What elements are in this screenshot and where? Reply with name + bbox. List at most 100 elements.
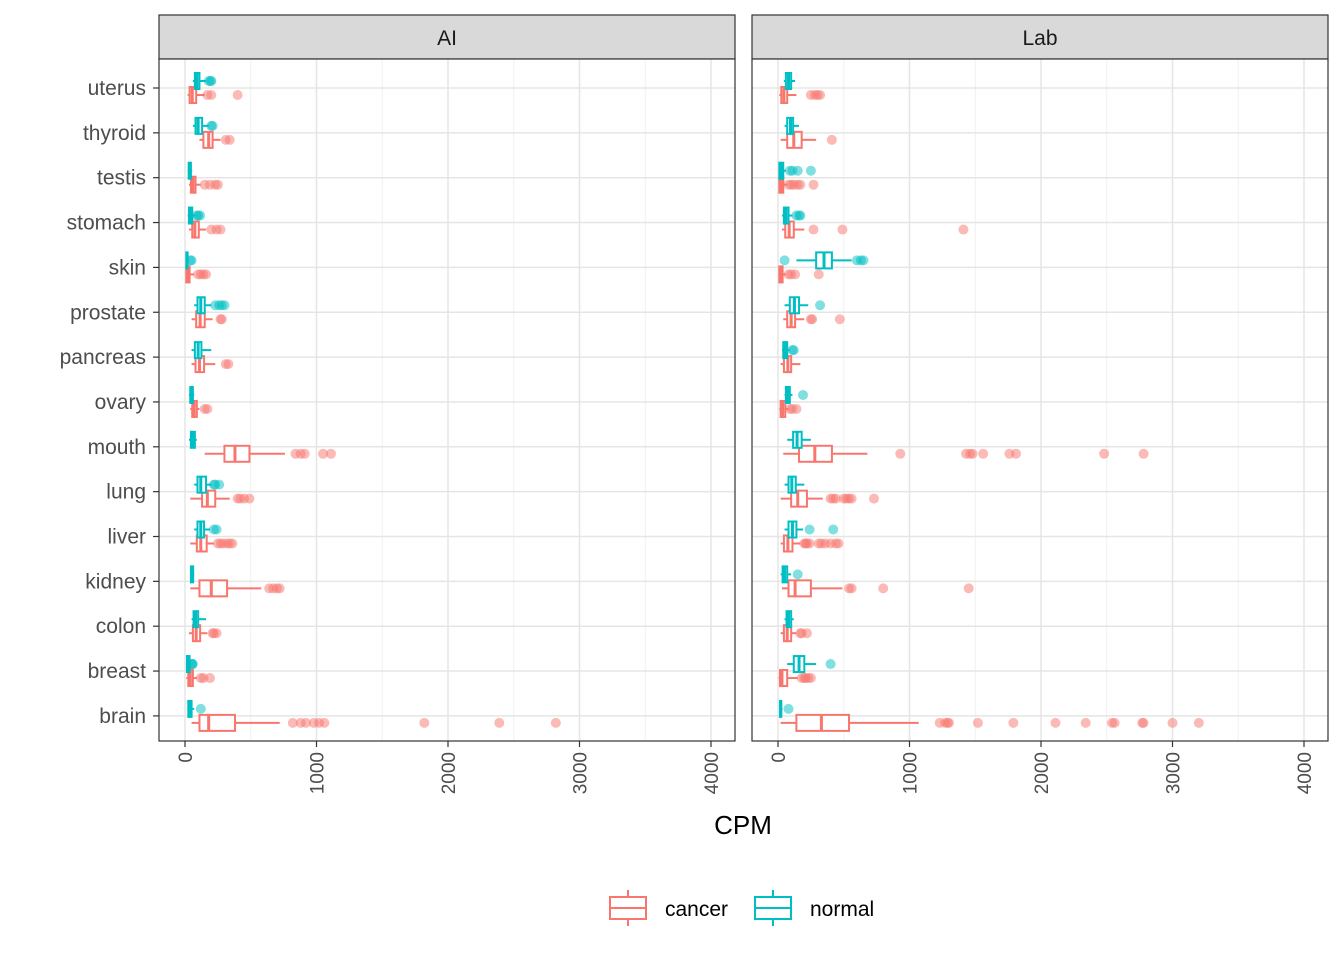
legend-label: cancer xyxy=(665,898,728,921)
box-uterus-normal xyxy=(783,72,796,90)
facet-strip xyxy=(751,14,1329,60)
x-tick-label: 2000 xyxy=(1032,752,1053,794)
y-tick-label: ovary xyxy=(95,391,147,414)
outlier-point xyxy=(868,493,879,504)
outlier-point xyxy=(202,403,213,414)
outlier-point xyxy=(195,703,206,714)
outlier-point xyxy=(825,659,836,670)
box-brain-cancer xyxy=(191,713,561,732)
outlier-point xyxy=(206,76,217,86)
box-brain-cancer xyxy=(780,713,1204,732)
box-colon-normal xyxy=(191,610,207,629)
outlier-point xyxy=(837,224,848,235)
box-thyroid-cancer xyxy=(199,130,235,149)
facet-strip xyxy=(158,14,736,60)
box-thyroid-normal xyxy=(784,116,800,135)
y-tick-label: pancreas xyxy=(60,346,146,369)
legend: cancer normal xyxy=(609,890,874,926)
box-ovary-cancer xyxy=(190,399,213,418)
outlier-point xyxy=(978,448,989,459)
x-tick-label: 3000 xyxy=(1164,752,1185,794)
outlier-point xyxy=(299,448,310,459)
box-iqr xyxy=(198,713,236,732)
y-tick-label: brain xyxy=(99,705,146,728)
outlier-point xyxy=(1109,717,1120,728)
outlier-point xyxy=(1138,448,1149,459)
box-pancreas-normal xyxy=(191,341,212,360)
panel-background xyxy=(159,59,735,741)
box-kidney-normal xyxy=(780,565,803,584)
outlier-point xyxy=(858,255,869,266)
outlier-point xyxy=(783,703,794,714)
box-liver-cancer xyxy=(780,534,844,553)
outlier-point xyxy=(215,224,226,235)
outlier-point xyxy=(878,583,889,594)
box-lung-normal xyxy=(784,475,805,494)
outlier-point xyxy=(325,448,336,459)
outlier-point xyxy=(826,134,837,145)
box-breast-cancer xyxy=(186,669,215,688)
y-tick-label: thyroid xyxy=(83,122,146,145)
box-lung-cancer xyxy=(780,489,879,508)
outlier-point xyxy=(219,300,230,311)
outlier-point xyxy=(943,717,954,728)
outlier-point xyxy=(206,90,217,100)
box-testis-cancer xyxy=(778,175,819,194)
outlier-point xyxy=(972,717,983,728)
box-breast-cancer xyxy=(778,669,816,688)
box-kidney-cancer xyxy=(781,579,974,598)
outlier-point xyxy=(195,210,206,221)
panel-border xyxy=(158,58,736,742)
box-ovary-normal xyxy=(784,385,808,404)
box-iqr xyxy=(223,444,251,463)
legend-label: normal xyxy=(810,898,874,921)
facet-panel-ai: AI 0 1000 2000 3000 4000 xyxy=(158,14,736,794)
x-tick-label: 0 xyxy=(769,752,790,763)
outlier-point xyxy=(804,524,815,535)
x-tick-label: 4000 xyxy=(702,752,723,794)
box-uterus-normal xyxy=(192,72,217,90)
outlier-point xyxy=(223,359,234,370)
box-testis-normal xyxy=(778,161,816,180)
outlier-point xyxy=(1099,448,1110,459)
x-tick-label: 3000 xyxy=(571,752,592,794)
outlier-point xyxy=(828,524,839,535)
box-ovary-normal xyxy=(188,385,195,404)
box-breast-normal xyxy=(185,655,198,674)
box-skin-normal xyxy=(185,251,197,270)
panel-background xyxy=(752,59,1328,741)
y-tick-label: testis xyxy=(97,167,146,190)
box-skin-cancer xyxy=(778,265,824,284)
box-colon-normal xyxy=(784,610,794,629)
x-tick-label: 1000 xyxy=(901,752,922,794)
box-stomach-normal xyxy=(781,206,806,225)
y-tick-label: colon xyxy=(96,615,146,638)
box-breast-normal xyxy=(787,655,836,674)
box-prostate-cancer xyxy=(783,310,845,329)
outlier-point xyxy=(834,314,845,325)
outlier-point xyxy=(187,659,198,670)
box-liver-normal xyxy=(784,520,839,539)
y-tick-label: prostate xyxy=(70,301,146,324)
outlier-point xyxy=(300,717,311,728)
box-pancreas-normal xyxy=(781,341,799,360)
outlier-point xyxy=(830,493,841,504)
box-colon-cancer xyxy=(188,624,222,643)
outlier-point xyxy=(1008,717,1019,728)
outlier-point xyxy=(808,179,819,190)
y-tick-label: mouth xyxy=(88,436,146,459)
outlier-point xyxy=(419,717,430,728)
outlier-point xyxy=(790,269,801,280)
y-tick-label: liver xyxy=(107,526,146,549)
outlier-point xyxy=(201,269,212,280)
outlier-point xyxy=(958,224,969,235)
box-kidney-cancer xyxy=(190,579,285,598)
x-tick-label: 1000 xyxy=(308,752,329,794)
facet-panel-lab: Lab 0 1000 2000 3000 4000 xyxy=(751,14,1329,794)
panel-border xyxy=(751,58,1329,742)
outlier-point xyxy=(815,300,826,311)
box-iqr xyxy=(787,579,812,598)
box-mouth-normal xyxy=(787,430,811,449)
y-tick-label: stomach xyxy=(67,212,146,235)
box-uterus-cancer xyxy=(779,86,826,104)
